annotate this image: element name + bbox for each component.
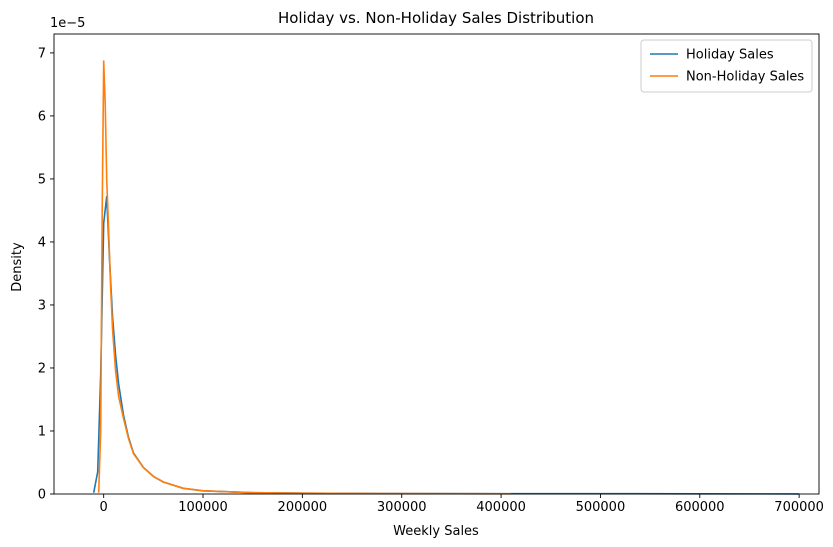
y-tick-label: 5 <box>38 172 46 187</box>
chart-title: Holiday vs. Non-Holiday Sales Distributi… <box>278 9 594 27</box>
x-tick-label: 200000 <box>278 500 328 515</box>
y-tick-label: 4 <box>38 235 46 250</box>
x-tick-label: 500000 <box>576 500 626 515</box>
series-line-non-holiday <box>97 60 512 495</box>
x-tick-label: 400000 <box>476 500 526 515</box>
legend: Holiday Sales Non-Holiday Sales <box>640 39 813 93</box>
x-tick-label: 300000 <box>377 500 427 515</box>
y-tick-label: 6 <box>38 109 46 124</box>
y-axis-ticks: 0 1 2 3 4 5 6 7 <box>38 46 54 503</box>
series-line-holiday <box>92 195 800 495</box>
y-tick-label: 7 <box>38 46 46 61</box>
y-tick-label: 2 <box>38 361 46 376</box>
x-axis-label: Weekly Sales <box>393 524 479 539</box>
legend-box <box>640 39 813 93</box>
x-tick-label: 600000 <box>675 500 725 515</box>
x-tick-label: 100000 <box>178 500 228 515</box>
x-tick-label: 0 <box>100 500 108 515</box>
y-tick-label: 3 <box>38 298 46 313</box>
plot-frame <box>53 33 820 495</box>
y-axis-label: Density <box>10 242 25 292</box>
y-tick-label: 0 <box>38 488 46 503</box>
legend-label-non-holiday: Non-Holiday Sales <box>686 70 804 85</box>
legend-label-holiday: Holiday Sales <box>686 48 774 63</box>
x-tick-label: 700000 <box>774 500 824 515</box>
y-tick-label: 1 <box>38 424 46 439</box>
x-axis-ticks: 0 100000 200000 300000 400000 500000 600000 700… <box>100 494 824 515</box>
series-lines <box>92 60 800 495</box>
y-axis-offset-label: 1e−5 <box>50 16 85 31</box>
